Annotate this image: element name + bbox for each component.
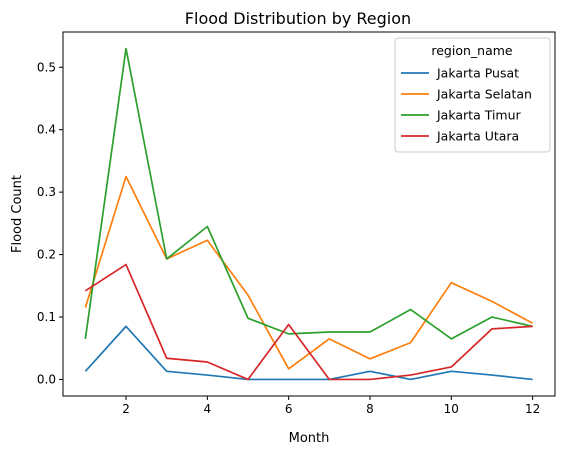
- x-tick-label: 4: [204, 402, 212, 416]
- x-tick-label: 12: [525, 402, 540, 416]
- x-axis: 2 4 6 8 10 12: [122, 396, 540, 416]
- series-line-4: [84, 263, 533, 381]
- legend-box: [394, 37, 551, 153]
- y-tick-label: 0.2: [37, 248, 56, 262]
- y-tick-label: 0.5: [37, 60, 56, 74]
- legend-label: Jakarta Timur: [436, 108, 522, 123]
- x-tick-label: 2: [122, 402, 130, 416]
- legend-label: Jakarta Pusat: [436, 66, 519, 81]
- y-axis: 0.0 0.1 0.2 0.3 0.4 0.5: [37, 60, 63, 386]
- legend-title: region_name: [431, 43, 513, 58]
- legend-label: Jakarta Utara: [436, 129, 519, 144]
- y-axis-label: Flood Count: [10, 175, 25, 253]
- x-axis-label: Month: [289, 431, 330, 446]
- x-tick-label: 8: [366, 402, 374, 416]
- y-tick-label: 0.0: [37, 372, 56, 386]
- y-tick-label: 0.1: [37, 310, 56, 324]
- plot-frame: [62, 31, 556, 397]
- chart-title: Flood Distribution by Region: [185, 9, 411, 28]
- series-lines: [84, 47, 534, 381]
- series-line-3: [84, 47, 533, 340]
- x-tick-label: 6: [285, 402, 293, 416]
- y-tick-label: 0.3: [37, 185, 56, 199]
- y-tick-label: 0.4: [37, 123, 56, 137]
- series-line-1: [84, 325, 533, 381]
- x-tick-label: 10: [444, 402, 459, 416]
- legend-label: Jakarta Selatan: [436, 87, 532, 102]
- series-line-2: [84, 175, 534, 370]
- legend: region_name Jakarta Pusat Jakarta Selatan…: [394, 37, 551, 153]
